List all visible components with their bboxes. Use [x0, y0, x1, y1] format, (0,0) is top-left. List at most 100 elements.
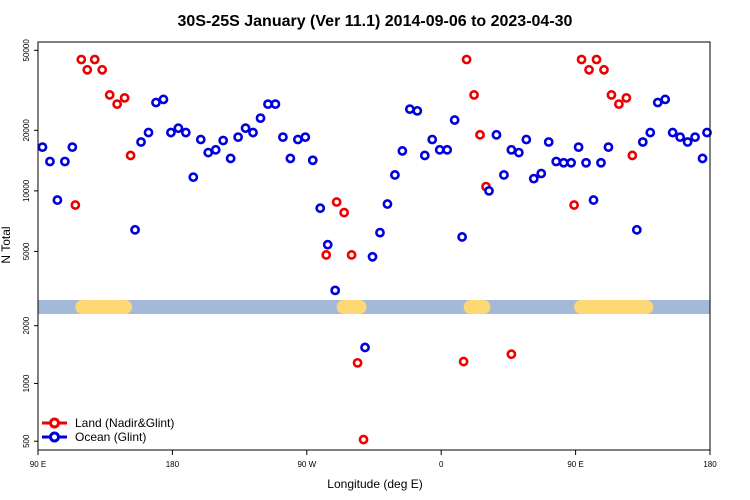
y-tick-label-lower: 2000	[22, 316, 31, 334]
land-point	[614, 99, 624, 110]
ocean-point	[697, 153, 708, 164]
land-band-segment	[336, 300, 367, 314]
land-point	[458, 356, 469, 367]
ocean-point	[203, 147, 214, 158]
land-point	[89, 54, 100, 65]
x-axis-label: Longitude (deg E)	[327, 477, 422, 491]
x-tick-label: 0	[439, 460, 444, 469]
ocean-point	[457, 232, 468, 242]
ocean-point	[151, 97, 161, 108]
land-point	[591, 54, 602, 65]
land-point	[346, 250, 357, 260]
ocean-point	[573, 142, 584, 153]
ocean-point	[263, 99, 273, 110]
ocean-point	[412, 105, 423, 116]
x-tick-label: 180	[703, 460, 717, 469]
land-point	[97, 64, 108, 75]
ocean-point	[675, 132, 686, 143]
ocean-point	[645, 127, 656, 138]
ocean-point	[427, 134, 438, 145]
ocean-point	[551, 156, 562, 167]
x-tick-label: 90 E	[567, 460, 583, 469]
land-point	[339, 207, 350, 218]
land-point	[627, 150, 638, 161]
ocean-point	[255, 113, 266, 124]
land-point	[112, 99, 123, 110]
ocean-point	[702, 127, 712, 138]
ocean-point	[660, 94, 671, 105]
ocean-point	[536, 168, 547, 179]
ocean-point	[543, 137, 554, 147]
ocean-point	[270, 99, 281, 110]
land-band-segment	[75, 300, 133, 314]
ocean-point	[558, 157, 569, 168]
ocean-point	[499, 170, 509, 180]
ocean-point	[59, 156, 70, 167]
x-tick-label: 180	[166, 460, 180, 469]
chart-title: 30S-25S January (Ver 11.1) 2014-09-06 to…	[178, 13, 573, 30]
legend: Land (Nadir&Glint) Ocean (Glint)	[42, 416, 174, 444]
y-tick-label-upper: 20000	[22, 119, 31, 142]
ocean-point	[404, 104, 415, 115]
ocean-point	[285, 153, 296, 164]
ocean-point	[130, 224, 140, 235]
ocean-point	[158, 94, 169, 105]
y-axis-label: N Total	[0, 226, 13, 263]
land-point	[70, 200, 81, 210]
ocean-point	[300, 132, 311, 143]
ocean-point	[528, 173, 539, 184]
ocean-point	[180, 127, 191, 138]
x-tick-label: 90 E	[30, 460, 46, 469]
land-point	[104, 90, 115, 100]
land-point	[576, 54, 587, 65]
axes-layer: 90 E 180 90 W 0 90 E 180 5000 10000 20000 50000 50…	[22, 39, 717, 469]
ocean-point	[442, 144, 453, 155]
ocean-point	[315, 203, 326, 214]
ocean-band	[38, 300, 710, 314]
ocean-point	[143, 127, 154, 138]
ocean-point	[292, 134, 303, 145]
x-tick-label: 90 W	[297, 460, 316, 469]
ocean-point	[690, 132, 700, 143]
ocean-point	[449, 115, 460, 125]
ocean-point	[631, 224, 642, 235]
ocean-point	[367, 251, 378, 262]
ocean-point	[210, 144, 221, 155]
land-point	[125, 150, 136, 161]
ocean-point	[195, 134, 206, 145]
legend-land-marker	[49, 417, 60, 429]
y-tick-label-upper: 50000	[22, 39, 31, 62]
land-point	[352, 357, 363, 368]
legend-land-label: Land (Nadir&Glint)	[75, 416, 174, 430]
land-point	[358, 434, 369, 445]
ocean-point	[240, 123, 251, 134]
ocean-point	[588, 195, 599, 205]
points-layer	[37, 54, 712, 445]
land-point	[461, 54, 472, 65]
legend-ocean-marker	[49, 431, 60, 443]
land-point	[599, 64, 609, 75]
land-point	[76, 54, 87, 65]
ocean-point	[506, 144, 517, 155]
ocean-point	[390, 170, 400, 180]
legend-ocean-label: Ocean (Glint)	[75, 430, 146, 444]
land-point	[82, 64, 93, 75]
ocean-point	[566, 157, 577, 168]
ocean-point	[382, 199, 393, 209]
plot-frame	[37, 41, 711, 451]
ocean-point	[188, 172, 199, 183]
ocean-point	[513, 147, 524, 158]
land-point	[469, 90, 479, 100]
ocean-point	[330, 285, 341, 296]
land-point	[119, 92, 130, 103]
ocean-point	[581, 157, 591, 168]
ocean-point	[397, 146, 408, 156]
y-tick-label-lower: 1000	[22, 374, 31, 392]
ocean-point	[67, 142, 78, 153]
ocean-point	[37, 142, 48, 153]
ocean-point	[45, 156, 55, 167]
ocean-point	[322, 239, 333, 250]
ocean-point	[233, 132, 244, 143]
ocean-point	[375, 227, 385, 238]
ocean-point	[225, 153, 236, 164]
